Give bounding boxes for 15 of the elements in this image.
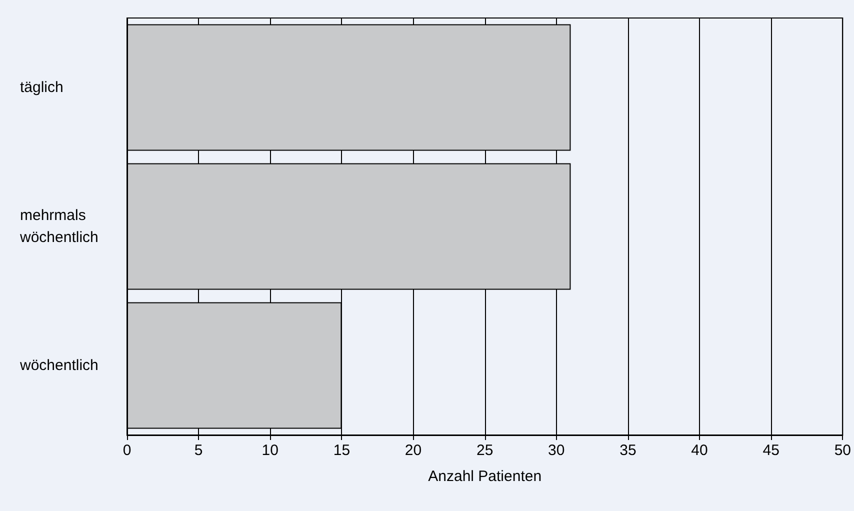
y-tick-label: wöchentlich	[19, 357, 98, 374]
x-tick-label: 5	[194, 442, 203, 459]
x-tick-label: 40	[691, 442, 708, 459]
y-tick-label: mehrmals wöchentlich	[19, 207, 98, 246]
x-tick-label: 25	[476, 442, 494, 459]
x-tick-label: 0	[122, 442, 132, 459]
y-tick-label: täglich	[20, 79, 64, 96]
x-tick-label: 45	[762, 442, 780, 459]
x-tick-label: 35	[620, 442, 636, 459]
x-tick-label: 15	[333, 442, 350, 459]
x-tick-label: 50	[834, 442, 851, 459]
x-tick-label: 20	[404, 442, 422, 459]
x-tick-label: 30	[548, 442, 565, 459]
x-axis-title: Anzahl Patienten	[428, 468, 542, 485]
x-tick-label: 10	[262, 442, 278, 459]
